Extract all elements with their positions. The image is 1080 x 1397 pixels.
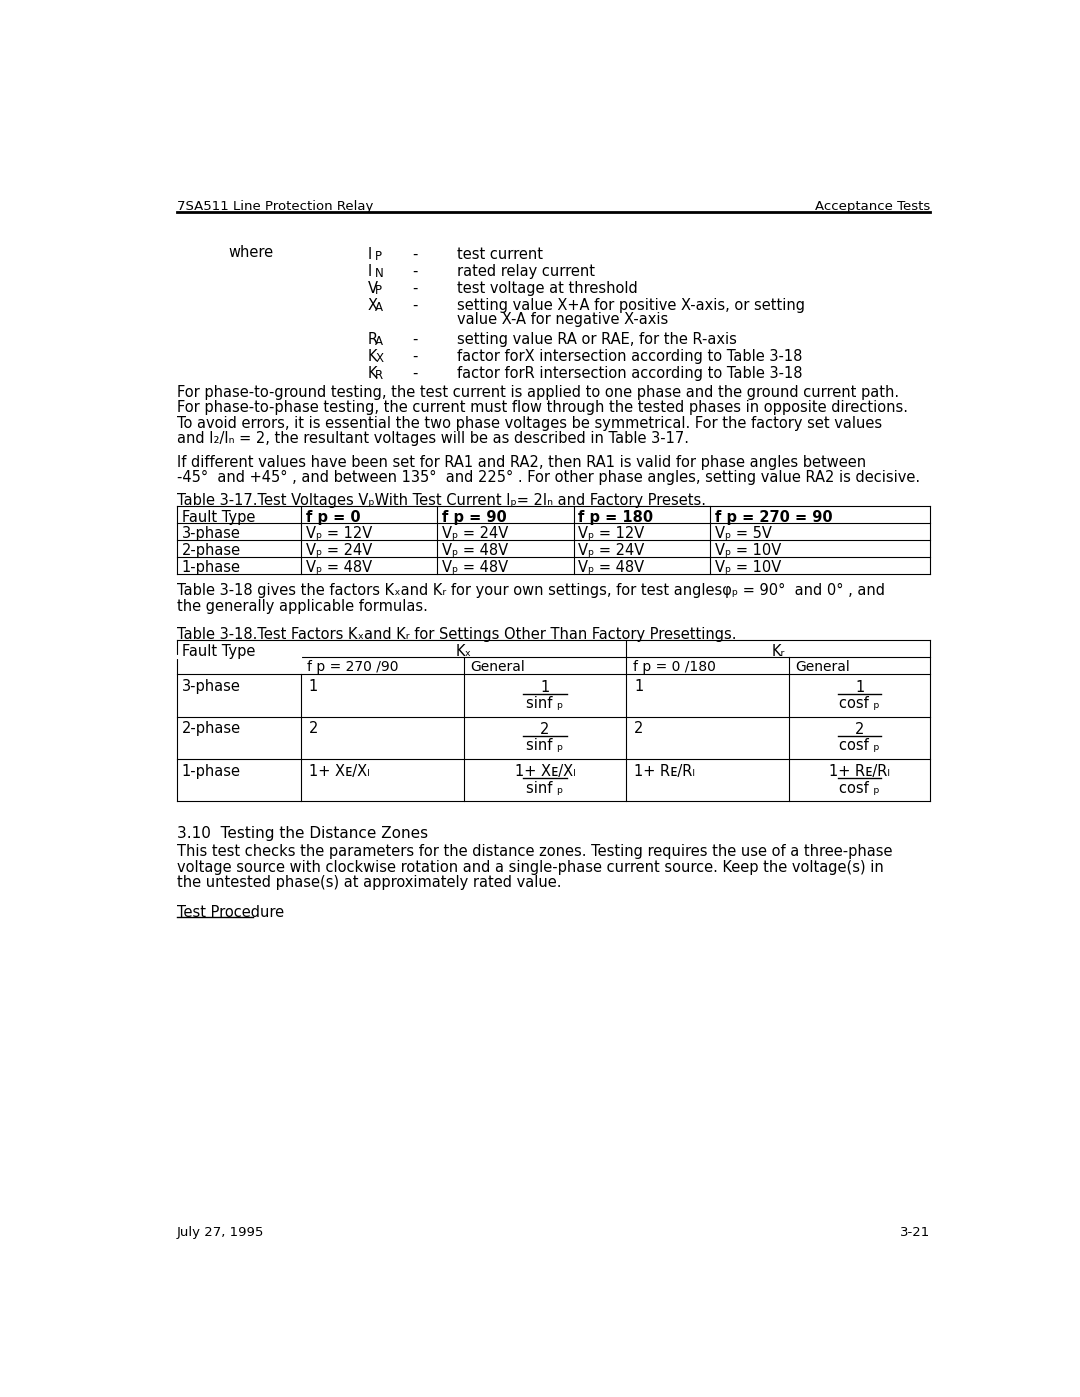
Text: -: -: [413, 281, 418, 296]
Text: Test Procedure: Test Procedure: [177, 904, 284, 919]
Text: Table 3-18 gives the factors Kₓand Kᵣ for your own settings, for test anglesφₚ =: Table 3-18 gives the factors Kₓand Kᵣ fo…: [177, 584, 885, 598]
Text: factor forR intersection according to Table 3-18: factor forR intersection according to Ta…: [457, 366, 802, 380]
Text: Fault Type: Fault Type: [181, 510, 255, 524]
Text: f p = 180: f p = 180: [578, 510, 653, 524]
Text: 1+ Xᴇ/Xₗ: 1+ Xᴇ/Xₗ: [515, 764, 576, 780]
Text: 2: 2: [309, 721, 318, 736]
Text: the generally applicable formulas.: the generally applicable formulas.: [177, 599, 428, 613]
Text: If different values have been set for RA1 and RA2, then RA1 is valid for phase a: If different values have been set for RA…: [177, 455, 866, 469]
Text: -: -: [413, 247, 418, 263]
Text: Vₚ = 5V: Vₚ = 5V: [715, 527, 771, 542]
Text: 2: 2: [855, 722, 864, 738]
Text: Vₚ = 24V: Vₚ = 24V: [578, 543, 645, 559]
Text: A: A: [375, 335, 383, 348]
Text: cosf ₚ: cosf ₚ: [839, 781, 880, 795]
Text: Acceptance Tests: Acceptance Tests: [815, 200, 930, 212]
Text: 3-21: 3-21: [900, 1227, 930, 1239]
Text: For phase-to-phase testing, the current must flow through the tested phases in o: For phase-to-phase testing, the current …: [177, 400, 908, 415]
Text: -: -: [413, 331, 418, 346]
Text: value X-A for negative X-axis: value X-A for negative X-axis: [457, 312, 667, 327]
Text: f p = 270 /90: f p = 270 /90: [307, 661, 399, 675]
Text: I: I: [367, 264, 372, 279]
Text: 3-phase: 3-phase: [181, 679, 241, 694]
Text: Vₚ = 48V: Vₚ = 48V: [442, 543, 508, 559]
Text: Vₚ = 12V: Vₚ = 12V: [578, 527, 645, 542]
Text: To avoid errors, it is essential the two phase voltages be symmetrical. For the : To avoid errors, it is essential the two…: [177, 415, 882, 430]
Text: 1-phase: 1-phase: [181, 560, 241, 576]
Text: Vₚ = 12V: Vₚ = 12V: [306, 527, 372, 542]
Text: I: I: [367, 247, 372, 263]
Text: R: R: [367, 331, 378, 346]
Text: sinf ₚ: sinf ₚ: [526, 738, 564, 753]
Text: 3-phase: 3-phase: [181, 527, 241, 542]
Text: Vₚ = 10V: Vₚ = 10V: [715, 543, 781, 559]
Text: sinf ₚ: sinf ₚ: [526, 696, 564, 711]
Text: X: X: [367, 298, 378, 313]
Text: test voltage at threshold: test voltage at threshold: [457, 281, 637, 296]
Text: Kₓ: Kₓ: [456, 644, 472, 659]
Text: -45°  and +45° , and between 135°  and 225° . For other phase angles, setting va: -45° and +45° , and between 135° and 225…: [177, 471, 920, 485]
Text: For phase-to-ground testing, the test current is applied to one phase and the gr: For phase-to-ground testing, the test cu…: [177, 384, 899, 400]
Text: 3.10  Testing the Distance Zones: 3.10 Testing the Distance Zones: [177, 826, 428, 841]
Text: -: -: [413, 349, 418, 363]
Text: 1: 1: [855, 680, 864, 694]
Text: 1: 1: [634, 679, 644, 694]
Text: 1+ Rᴇ/Rₗ: 1+ Rᴇ/Rₗ: [829, 764, 890, 780]
Text: f p = 270 = 90: f p = 270 = 90: [715, 510, 833, 524]
Text: Fault Type: Fault Type: [181, 644, 255, 659]
Text: V: V: [367, 281, 378, 296]
Text: N: N: [375, 267, 383, 279]
Text: -: -: [413, 298, 418, 313]
Text: 2: 2: [634, 721, 644, 736]
Text: 1-phase: 1-phase: [181, 764, 241, 778]
Text: Vₚ = 24V: Vₚ = 24V: [306, 543, 372, 559]
Text: R: R: [375, 369, 383, 381]
Text: Table 3-18.Test Factors Kₓand Kᵣ for Settings Other Than Factory Presettings.: Table 3-18.Test Factors Kₓand Kᵣ for Set…: [177, 627, 737, 643]
Text: factor forX intersection according to Table 3-18: factor forX intersection according to Ta…: [457, 349, 802, 363]
Text: 2-phase: 2-phase: [181, 721, 241, 736]
Text: P: P: [375, 250, 381, 263]
Text: and I₂/Iₙ = 2, the resultant voltages will be as described in Table 3-17.: and I₂/Iₙ = 2, the resultant voltages wi…: [177, 432, 689, 446]
Text: 2: 2: [540, 722, 550, 738]
Text: cosf ₚ: cosf ₚ: [839, 738, 880, 753]
Text: 1+ Rᴇ/Rₗ: 1+ Rᴇ/Rₗ: [634, 764, 694, 778]
Text: Vₚ = 24V: Vₚ = 24V: [442, 527, 509, 542]
Text: 7SA511 Line Protection Relay: 7SA511 Line Protection Relay: [177, 200, 374, 212]
Text: -: -: [413, 366, 418, 380]
Text: the untested phase(s) at approximately rated value.: the untested phase(s) at approximately r…: [177, 876, 562, 890]
Text: K: K: [367, 349, 377, 363]
Text: cosf ₚ: cosf ₚ: [839, 696, 880, 711]
Text: This test checks the parameters for the distance zones. Testing requires the use: This test checks the parameters for the …: [177, 844, 892, 859]
Text: General: General: [795, 661, 850, 675]
Text: 1: 1: [540, 680, 550, 694]
Text: f p = 0 /180: f p = 0 /180: [633, 661, 715, 675]
Text: 1: 1: [309, 679, 318, 694]
Text: Vₚ = 48V: Vₚ = 48V: [578, 560, 645, 576]
Text: A: A: [375, 300, 383, 314]
Text: X: X: [375, 352, 383, 365]
Text: f p = 0: f p = 0: [306, 510, 360, 524]
Text: P: P: [375, 284, 381, 298]
Text: where: where: [228, 244, 273, 260]
Text: July 27, 1995: July 27, 1995: [177, 1227, 265, 1239]
Text: Vₚ = 48V: Vₚ = 48V: [306, 560, 372, 576]
Text: sinf ₚ: sinf ₚ: [526, 781, 564, 795]
Text: -: -: [413, 264, 418, 279]
Text: Kᵣ: Kᵣ: [771, 644, 785, 659]
Text: rated relay current: rated relay current: [457, 264, 595, 279]
Text: K: K: [367, 366, 377, 380]
Text: Table 3-17.Test Voltages VₚWith Test Current Iₚ= 2Iₙ and Factory Presets.: Table 3-17.Test Voltages VₚWith Test Cur…: [177, 493, 706, 509]
Text: General: General: [470, 661, 525, 675]
Text: 1+ Xᴇ/Xₗ: 1+ Xᴇ/Xₗ: [309, 764, 369, 778]
Text: Vₚ = 48V: Vₚ = 48V: [442, 560, 508, 576]
Text: test current: test current: [457, 247, 542, 263]
Text: setting value X+A for positive X-axis, or setting: setting value X+A for positive X-axis, o…: [457, 298, 805, 313]
Text: f p = 90: f p = 90: [442, 510, 507, 524]
Text: voltage source with clockwise rotation and a single-phase current source. Keep t: voltage source with clockwise rotation a…: [177, 861, 883, 875]
Text: 2-phase: 2-phase: [181, 543, 241, 559]
Text: setting value RA or RAE, for the R-axis: setting value RA or RAE, for the R-axis: [457, 331, 737, 346]
Text: Vₚ = 10V: Vₚ = 10V: [715, 560, 781, 576]
